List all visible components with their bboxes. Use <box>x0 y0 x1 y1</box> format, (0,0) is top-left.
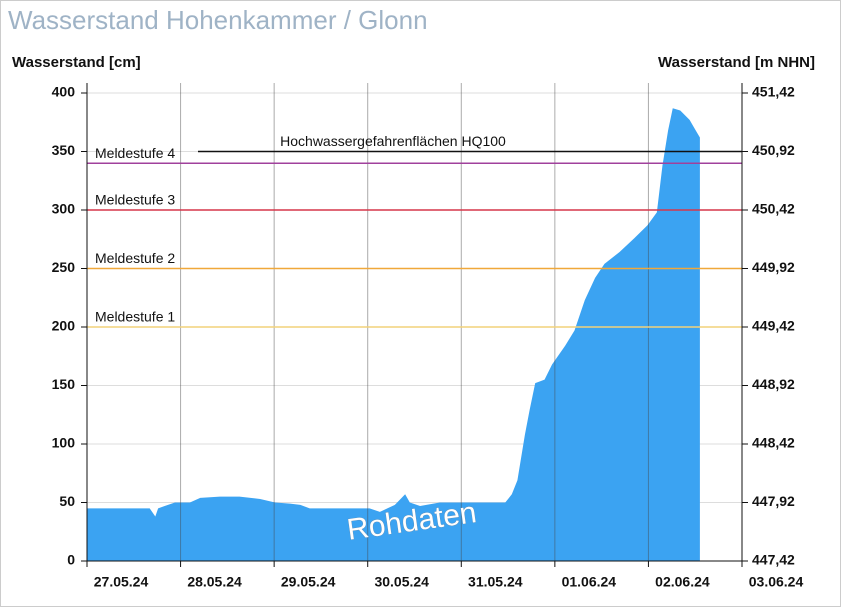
y-tick-label: 200 <box>52 318 76 334</box>
y2-tick-label: 448,92 <box>752 376 795 392</box>
y-axis-label: Wasserstand [cm] <box>12 54 141 71</box>
y-tick-label: 100 <box>52 435 76 451</box>
threshold-label: Meldestufe 1 <box>95 309 175 325</box>
y2-tick-label: 450,92 <box>752 142 795 158</box>
y2-tick-label: 448,42 <box>752 435 795 451</box>
y-tick-label: 300 <box>52 201 76 217</box>
threshold-label: Meldestufe 2 <box>95 250 175 266</box>
y2-tick-label: 447,42 <box>752 552 795 568</box>
y-tick-label: 250 <box>52 259 76 275</box>
x-tick-label: 03.06.24 <box>749 574 804 590</box>
y-tick-label: 350 <box>52 142 76 158</box>
x-tick-label: 27.05.24 <box>94 574 149 590</box>
y2-axis-label: Wasserstand [m NHN] <box>658 54 815 71</box>
x-tick-label: 30.05.24 <box>374 574 429 590</box>
x-tick-label: 02.06.24 <box>655 574 710 590</box>
y2-tick-label: 449,42 <box>752 318 795 334</box>
x-tick-label: 28.05.24 <box>187 574 242 590</box>
y-tick-label: 400 <box>52 84 76 100</box>
y2-tick-label: 447,92 <box>752 493 795 509</box>
y2-tick-label: 450,42 <box>752 201 795 217</box>
threshold-label: Meldestufe 3 <box>95 192 175 208</box>
x-tick-label: 29.05.24 <box>281 574 336 590</box>
threshold-label: Meldestufe 4 <box>95 145 175 161</box>
y-tick-label: 150 <box>52 376 76 392</box>
y-tick-label: 50 <box>59 493 75 509</box>
area <box>87 108 700 562</box>
threshold-label: Hochwassergefahrenflächen HQ100 <box>280 133 506 149</box>
x-tick-label: 01.06.24 <box>562 574 617 590</box>
chart-title: Wasserstand Hohenkammer / Glonn <box>8 5 428 35</box>
x-tick-label: 31.05.24 <box>468 574 523 590</box>
y2-tick-label: 451,42 <box>752 84 795 100</box>
y-tick-label: 0 <box>67 552 75 568</box>
y2-tick-label: 449,92 <box>752 259 795 275</box>
